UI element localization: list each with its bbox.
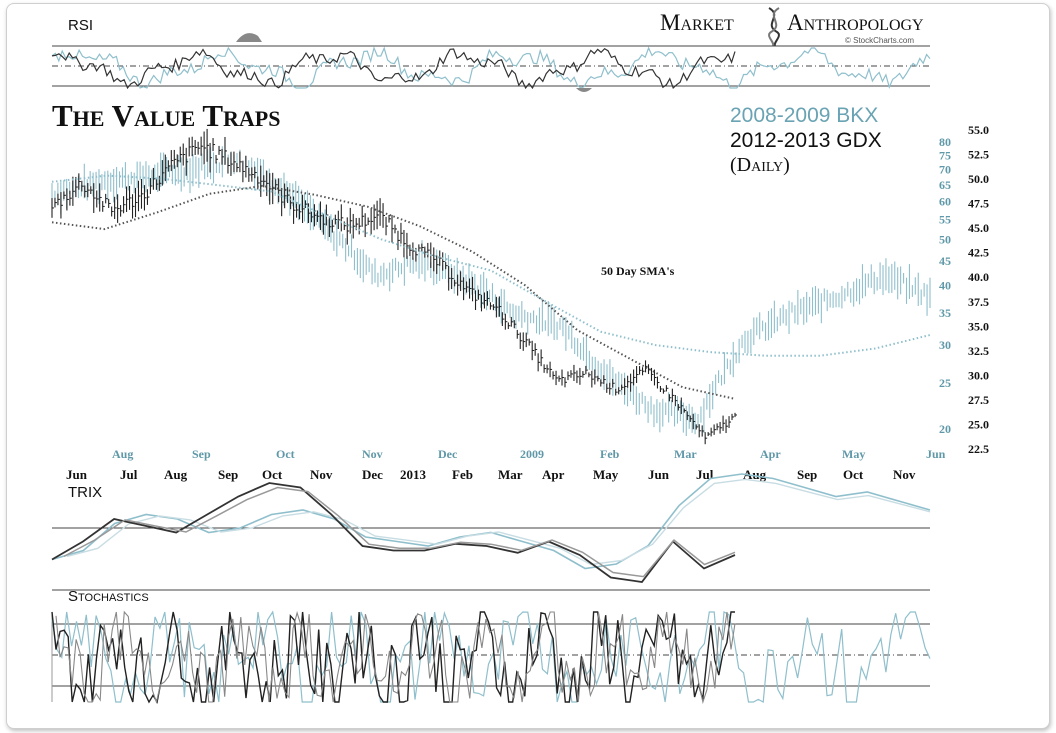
gdx-trix-line	[51, 482, 736, 583]
gdx-axis-tick-label: 35.0	[968, 319, 989, 333]
right-axis-gdx: 55.0 52.5 50.0 47.5 45.0 42.5 40.0 37.5 35.0 32.5…	[968, 123, 989, 456]
main-title: The Value Traps	[52, 98, 280, 133]
stochastics-panel-label: Stochastics	[68, 588, 149, 605]
gdx-x-tick-label: Feb	[452, 467, 473, 482]
series-b-title: 2012-2013 GDX	[730, 129, 882, 152]
bkx-x-tick-label: 2009	[520, 447, 544, 461]
gdx-x-tick-label: Jun	[66, 467, 88, 482]
gdx-axis-tick-label: 45.0	[968, 221, 989, 235]
gdx-x-tick-label: Aug	[743, 467, 767, 482]
bkx-x-tick-label: Apr	[760, 447, 781, 461]
gdx-rsi-line	[51, 47, 736, 90]
gdx-stochastics-signal-line	[55, 610, 736, 705]
rsi-panel-label: RSI	[68, 17, 93, 34]
bkx-x-tick-label: Feb	[600, 447, 620, 461]
gdx-axis-tick-label: 42.5	[968, 246, 989, 260]
gdx-axis-tick-label: 22.5	[968, 442, 989, 456]
bkx-stochastics-line	[51, 610, 931, 703]
bkx-x-tick-label: Aug	[112, 447, 133, 461]
gdx-x-tick-label: Oct	[843, 467, 864, 482]
bkx-axis-tick-label: 25	[939, 376, 951, 390]
bkx-rsi-line	[51, 46, 931, 90]
gdx-x-tick-label: Dec	[362, 467, 383, 482]
bkx-trix-signal-line	[66, 478, 931, 566]
gdx-axis-tick-label: 40.0	[968, 270, 989, 284]
gdx-axis-tick-label: 27.5	[968, 393, 989, 407]
gdx-x-tick-label: Jul	[696, 467, 714, 482]
bkx-axis-tick-label: 45	[939, 254, 951, 268]
gdx-axis-tick-label: 47.5	[968, 197, 989, 211]
gdx-x-tick-label: Jun	[648, 467, 670, 482]
bkx-x-tick-label: May	[842, 447, 865, 461]
gdx-x-tick-label: Sep	[797, 467, 817, 482]
gdx-stochastics-line	[51, 611, 735, 704]
bkx-axis-tick-label: 20	[939, 422, 951, 436]
bkx-axis-tick-label: 60	[939, 195, 951, 209]
gdx-x-tick-label: May	[593, 467, 619, 482]
bkx-axis-tick-label: 35	[939, 306, 951, 320]
brand-word-market: Market	[660, 10, 734, 35]
rsi-overbought-fill	[236, 33, 262, 42]
bkx-axis-tick-label: 75	[939, 148, 951, 162]
gdx-axis-tick-label: 37.5	[968, 295, 989, 309]
gdx-x-tick-label: 2013	[400, 467, 427, 482]
stockcharts-credit: © StockCharts.com	[845, 36, 914, 45]
brand-word-anthropology: Anthropology	[787, 10, 924, 35]
bkx-x-tick-label: Sep	[192, 447, 211, 461]
gdx-x-tick-label: Oct	[262, 467, 283, 482]
bkx-x-tick-label: Nov	[362, 447, 383, 461]
bkx-x-tick-label: Jun	[926, 447, 946, 461]
gdx-trix-signal-line	[63, 486, 736, 578]
gdx-axis-tick-label: 55.0	[968, 123, 989, 137]
bkx-x-tick-label: Oct	[276, 447, 295, 461]
x-axis-bkx: Aug Sep Oct Nov Dec 2009 Feb Mar Apr May Jun	[112, 447, 946, 461]
trix-panel	[51, 473, 931, 591]
bkx-axis-tick-label: 50	[939, 232, 951, 246]
gdx-axis-tick-label: 25.0	[968, 417, 989, 431]
gdx-axis-tick-label: 52.5	[968, 148, 989, 162]
dna-logo-icon	[768, 7, 780, 47]
gdx-axis-tick-label: 50.0	[968, 172, 989, 186]
gdx-x-tick-label: Sep	[218, 467, 238, 482]
trix-panel-label: TRIX	[68, 484, 102, 501]
gdx-sma50-line	[51, 184, 736, 400]
price-panel	[51, 128, 931, 445]
rsi-oversold-fill	[576, 88, 592, 92]
x-axis-gdx: Jun Jul Aug Sep Oct Nov Dec 2013 Feb Mar Apr May Jun…	[66, 467, 916, 482]
gdx-x-tick-label: Nov	[310, 467, 333, 482]
gdx-x-tick-label: Aug	[164, 467, 188, 482]
stochastics-panel	[51, 610, 931, 705]
bkx-axis-tick-label: 40	[939, 279, 951, 293]
gdx-x-tick-label: Nov	[893, 467, 916, 482]
period-label: (Daily)	[730, 154, 790, 176]
series-a-title: 2008-2009 BKX	[730, 104, 878, 127]
bkx-axis-tick-label: 30	[939, 338, 951, 352]
chart-frame	[6, 3, 1050, 729]
gdx-axis-tick-label: 30.0	[968, 368, 989, 382]
bkx-axis-tick-label: 55	[939, 213, 951, 227]
bkx-axis-tick-label: 70	[939, 163, 951, 177]
bkx-axis-tick-label: 80	[939, 135, 951, 149]
gdx-axis-tick-label: 32.5	[968, 344, 989, 358]
gdx-x-tick-label: Apr	[542, 467, 565, 482]
bkx-x-tick-label: Mar	[674, 447, 697, 461]
gdx-x-tick-label: Jul	[120, 467, 138, 482]
bkx-sma50-line	[51, 174, 931, 357]
rsi-panel	[51, 33, 931, 92]
gdx-x-tick-label: Mar	[498, 467, 523, 482]
bkx-axis-tick-label: 65	[939, 178, 951, 192]
bkx-trix-line	[51, 473, 931, 570]
sma-annotation: 50 Day SMA's	[601, 264, 675, 278]
bkx-x-tick-label: Dec	[438, 447, 458, 461]
